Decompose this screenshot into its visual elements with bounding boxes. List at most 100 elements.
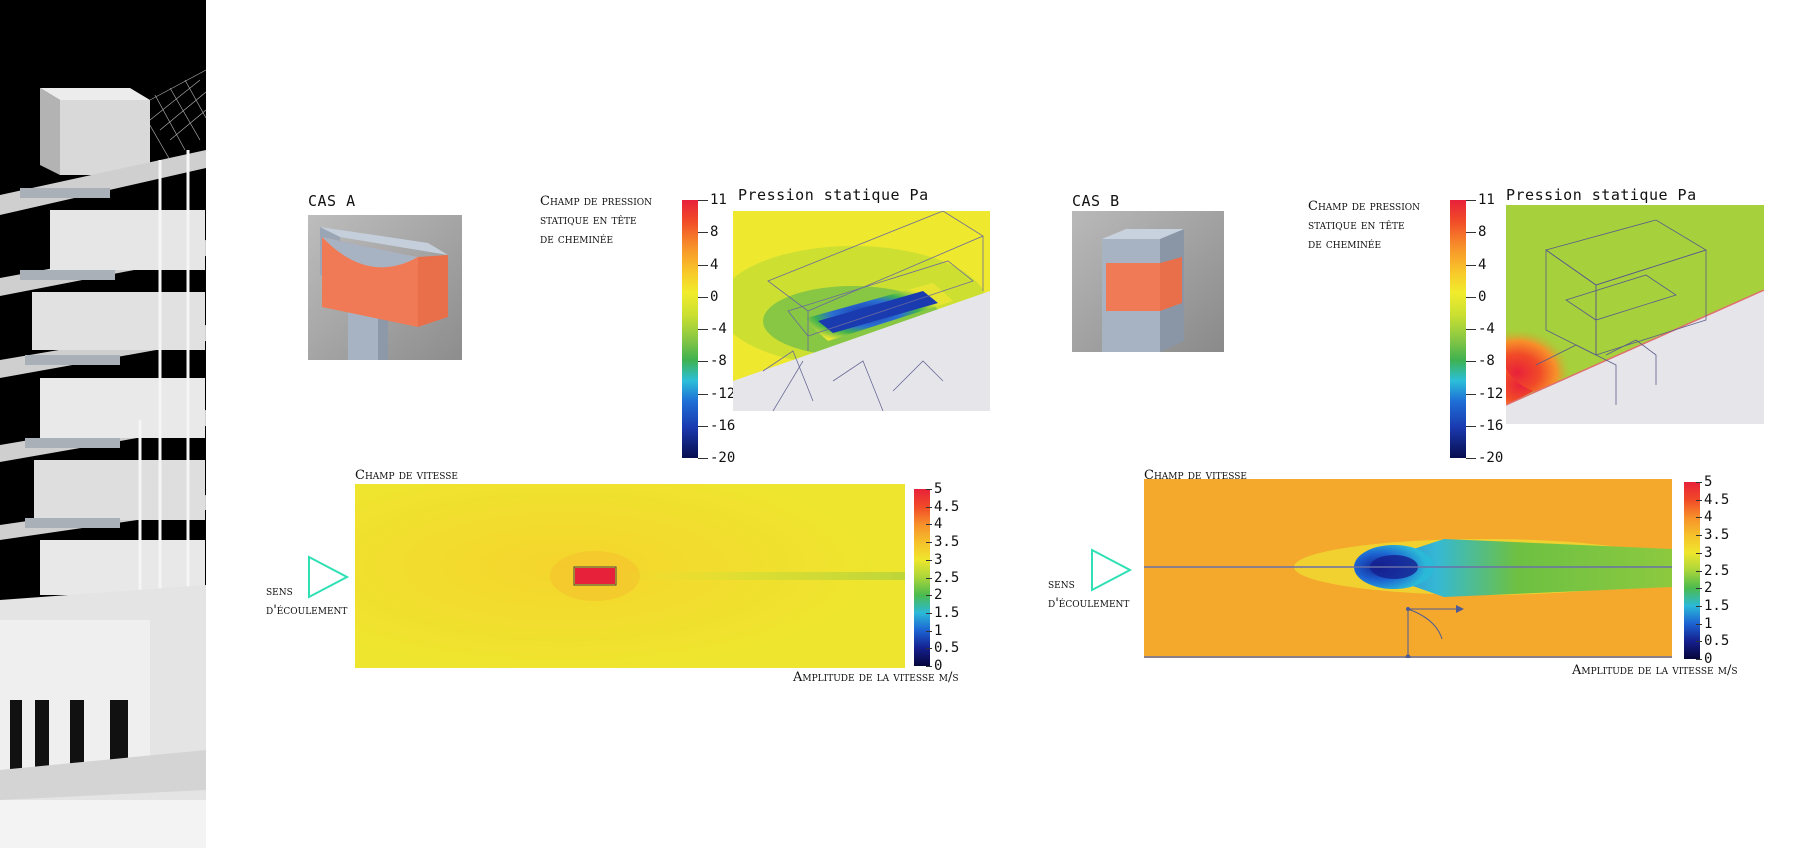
case-a-pressure-label: Champ de pression statique en tête de ch… xyxy=(540,192,680,249)
case-a-speed-tick: 2 xyxy=(934,587,943,604)
tick-mark xyxy=(926,666,932,667)
tick-mark xyxy=(698,393,708,395)
case-a-speed-field xyxy=(355,484,905,668)
case-a-pressure-tick: -20 xyxy=(710,450,736,466)
case-b-speed-tick: 5 xyxy=(1704,474,1713,490)
tick-mark xyxy=(926,612,932,614)
tick-mark xyxy=(698,425,708,427)
tick-mark xyxy=(698,296,708,298)
case-a-flow-label: sens d'écoulement xyxy=(266,582,347,620)
tick-mark xyxy=(1466,329,1476,330)
tick-mark xyxy=(698,232,708,234)
case-a-pressure-label-line-1: Champ de pression xyxy=(540,194,652,209)
case-a-speed-axis-label: Amplitude de la vitesse m/s xyxy=(793,670,959,685)
case-b-flow-label-line-1: sens xyxy=(1048,577,1075,592)
case-b-pressure-tick: -20 xyxy=(1478,450,1504,466)
case-b-speed-tick: 2 xyxy=(1704,580,1713,597)
case-b-pressure-label-line-1: Champ de pression xyxy=(1308,199,1420,214)
tick-mark xyxy=(698,458,708,459)
case-b-pressure-tick: 4 xyxy=(1478,256,1487,273)
tick-mark xyxy=(1696,517,1702,519)
case-a-speed-tick: 4 xyxy=(934,516,943,533)
tick-mark xyxy=(926,630,932,632)
case-b-pressure-tick: -16 xyxy=(1478,417,1504,434)
case-a-speed-tick: 0 xyxy=(934,658,943,674)
case-b-pressure-label: Champ de pression statique en tête de ch… xyxy=(1308,197,1448,254)
case-b-speed-field xyxy=(1144,479,1672,658)
tick-mark xyxy=(698,264,708,266)
case-a-chimney-illustration xyxy=(308,215,462,360)
case-a-pressure-tick: -8 xyxy=(710,353,727,370)
case-b-speed-colorbar xyxy=(1684,482,1700,659)
case-a-pressure-tick: 11 xyxy=(710,192,727,208)
case-a-pressure-field xyxy=(733,211,990,411)
tick-mark xyxy=(926,648,932,650)
case-a-title: CAS A xyxy=(308,192,356,210)
case-b-pressure-tick: -8 xyxy=(1478,353,1495,370)
case-a-pressure-tick: 8 xyxy=(710,224,719,241)
case-b-speed-tick: 2.5 xyxy=(1704,562,1730,579)
case-a-pressure-tick: -12 xyxy=(710,385,736,402)
case-b-pressure-tick: -4 xyxy=(1478,321,1495,337)
case-b-speed-tick: 4.5 xyxy=(1704,491,1730,508)
tick-mark xyxy=(926,595,932,597)
case-b-pressure-tick: 0 xyxy=(1478,288,1487,305)
case-a-speed-colorbar xyxy=(914,489,930,666)
case-b-speed-tick: 1 xyxy=(1704,615,1713,632)
case-a-pressure-tick: -16 xyxy=(710,417,736,434)
case-b-speed-tick: 0.5 xyxy=(1704,633,1730,650)
tick-mark xyxy=(1696,570,1702,572)
case-b-flow-label: sens d'écoulement xyxy=(1048,575,1129,613)
case-a-flow-arrow-icon xyxy=(308,555,350,599)
tick-mark xyxy=(1466,361,1476,363)
case-a-speed-tick: 5 xyxy=(934,481,943,497)
tick-mark xyxy=(1466,296,1476,298)
case-a-pressure-title: Pression statique Pa xyxy=(738,186,929,204)
case-a-flow-label-line-2: d'écoulement xyxy=(266,603,348,618)
tick-mark xyxy=(1466,232,1476,234)
case-b-speed-tick: 4 xyxy=(1704,509,1713,526)
case-b-chimney-illustration xyxy=(1072,211,1224,352)
tick-mark xyxy=(1466,200,1476,201)
tick-mark xyxy=(926,542,932,544)
tick-mark xyxy=(1696,552,1702,554)
case-a-pressure-label-line-2: statique en tête xyxy=(540,213,637,228)
case-b-pressure-colorbar xyxy=(1450,200,1466,458)
tick-mark xyxy=(1696,641,1702,643)
case-b-pressure-title: Pression statique Pa xyxy=(1506,186,1697,204)
tick-mark xyxy=(1696,623,1702,625)
case-a-speed-tick: 2.5 xyxy=(934,569,960,586)
tick-mark xyxy=(1466,264,1476,266)
tick-mark xyxy=(926,524,932,526)
case-b-pressure-tick: 8 xyxy=(1478,224,1487,241)
case-a-speed-tick: 1 xyxy=(934,622,943,639)
tick-mark xyxy=(698,200,708,201)
case-b-speed-tick: 1.5 xyxy=(1704,597,1730,614)
case-a-pressure-tick: 4 xyxy=(710,256,719,273)
tick-mark xyxy=(1466,425,1476,427)
case-b-speed-tick: 3 xyxy=(1704,544,1713,561)
case-b-pressure-field xyxy=(1506,205,1764,424)
tick-mark xyxy=(1696,659,1702,660)
tick-mark xyxy=(698,361,708,363)
tick-mark xyxy=(1466,393,1476,395)
case-a-pressure-tick: -4 xyxy=(710,321,727,337)
case-b-speed-axis-label: Amplitude de la vitesse m/s xyxy=(1572,663,1738,678)
case-a-speed-tick: 4.5 xyxy=(934,498,960,515)
tick-mark xyxy=(926,489,932,490)
case-b-pressure-tick: -12 xyxy=(1478,385,1504,402)
case-a-speed-tick: 0.5 xyxy=(934,640,960,657)
case-a-speed-tick: 3.5 xyxy=(934,534,960,551)
case-a-pressure-colorbar xyxy=(682,200,698,458)
tick-mark xyxy=(926,559,932,561)
case-a-flow-label-line-1: sens xyxy=(266,584,293,599)
tick-mark xyxy=(926,577,932,579)
tick-mark xyxy=(1466,458,1476,459)
case-a-pressure-tick: 0 xyxy=(710,288,719,305)
case-a-speed-tick: 3 xyxy=(934,551,943,568)
case-b-speed-tick: 0 xyxy=(1704,651,1713,667)
case-b-flow-arrow-icon xyxy=(1091,548,1133,592)
tick-mark xyxy=(698,329,708,330)
tick-mark xyxy=(1696,588,1702,590)
case-b-flow-label-line-2: d'écoulement xyxy=(1048,596,1130,611)
